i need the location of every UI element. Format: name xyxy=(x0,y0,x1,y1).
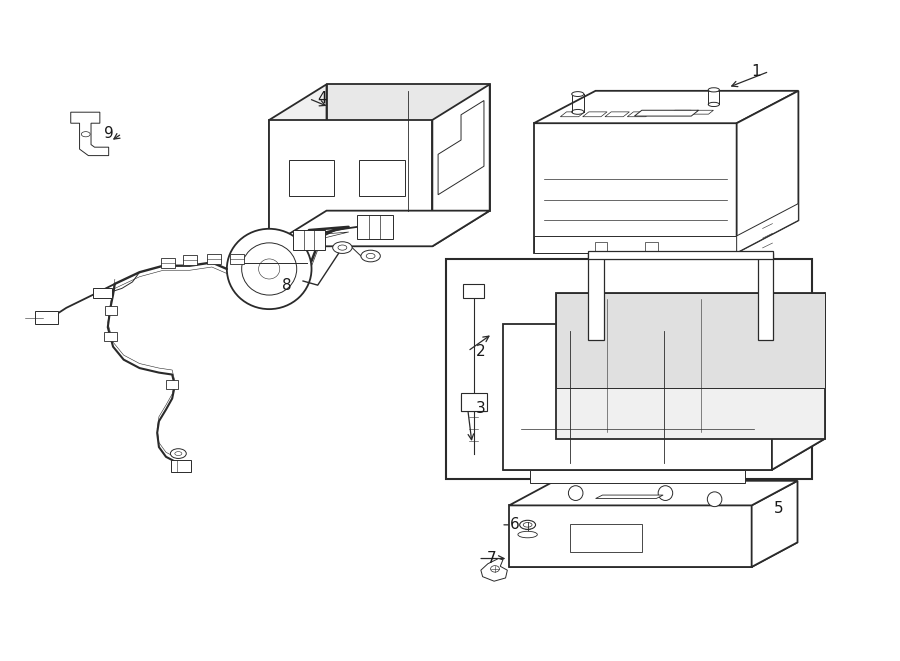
Bar xyxy=(570,524,643,551)
Bar xyxy=(171,460,191,472)
Bar xyxy=(207,254,220,264)
Ellipse shape xyxy=(707,492,722,506)
Ellipse shape xyxy=(572,110,584,114)
Ellipse shape xyxy=(333,242,352,253)
Text: 3: 3 xyxy=(476,401,486,416)
Polygon shape xyxy=(269,120,432,247)
Bar xyxy=(183,254,197,265)
Polygon shape xyxy=(736,204,798,253)
Bar xyxy=(230,254,244,264)
Polygon shape xyxy=(534,91,798,123)
Polygon shape xyxy=(582,112,608,117)
Polygon shape xyxy=(530,470,745,483)
Polygon shape xyxy=(71,112,109,155)
Bar xyxy=(105,306,118,315)
Text: 5: 5 xyxy=(774,501,784,516)
Ellipse shape xyxy=(518,531,537,538)
Ellipse shape xyxy=(658,486,672,500)
Polygon shape xyxy=(503,324,772,470)
Text: 2: 2 xyxy=(476,344,486,359)
Polygon shape xyxy=(481,559,508,581)
Polygon shape xyxy=(605,112,629,117)
Polygon shape xyxy=(627,112,652,117)
Polygon shape xyxy=(438,100,484,195)
Polygon shape xyxy=(432,85,490,247)
Polygon shape xyxy=(509,542,797,567)
Polygon shape xyxy=(670,110,691,114)
Polygon shape xyxy=(561,112,585,117)
Polygon shape xyxy=(534,123,736,253)
Bar xyxy=(464,284,484,298)
Polygon shape xyxy=(269,211,490,247)
Bar xyxy=(588,253,604,340)
Bar xyxy=(645,243,658,251)
Ellipse shape xyxy=(227,229,311,309)
Text: 6: 6 xyxy=(509,518,519,532)
Bar xyxy=(293,230,325,250)
Polygon shape xyxy=(327,85,490,211)
Bar xyxy=(534,236,736,253)
Bar xyxy=(161,258,175,268)
Polygon shape xyxy=(752,481,797,567)
Bar xyxy=(357,215,392,239)
Ellipse shape xyxy=(519,520,536,529)
Text: 9: 9 xyxy=(104,126,113,141)
Polygon shape xyxy=(556,293,824,387)
Bar xyxy=(588,251,773,259)
Polygon shape xyxy=(509,506,752,567)
Bar xyxy=(166,380,178,389)
Text: 1: 1 xyxy=(752,64,760,79)
Bar xyxy=(446,259,812,479)
Polygon shape xyxy=(289,161,335,196)
Ellipse shape xyxy=(569,486,583,500)
Polygon shape xyxy=(692,110,714,114)
Ellipse shape xyxy=(361,250,381,262)
Polygon shape xyxy=(503,439,824,470)
Polygon shape xyxy=(509,481,797,506)
Polygon shape xyxy=(634,110,698,116)
Bar xyxy=(758,253,773,340)
Bar xyxy=(462,395,486,411)
Bar xyxy=(104,332,117,341)
Bar xyxy=(93,288,112,298)
Ellipse shape xyxy=(242,243,297,295)
Bar xyxy=(461,393,487,411)
Bar xyxy=(35,311,58,324)
Text: 4: 4 xyxy=(318,91,327,106)
Polygon shape xyxy=(736,91,798,253)
Ellipse shape xyxy=(708,88,719,92)
Polygon shape xyxy=(772,293,824,470)
Polygon shape xyxy=(359,161,405,196)
Polygon shape xyxy=(269,85,327,247)
Ellipse shape xyxy=(708,102,719,106)
Polygon shape xyxy=(556,293,824,439)
Ellipse shape xyxy=(170,449,186,459)
Ellipse shape xyxy=(572,92,584,97)
Text: 8: 8 xyxy=(282,278,292,293)
Text: 7: 7 xyxy=(487,551,496,566)
Bar xyxy=(595,243,607,251)
Polygon shape xyxy=(596,495,663,498)
